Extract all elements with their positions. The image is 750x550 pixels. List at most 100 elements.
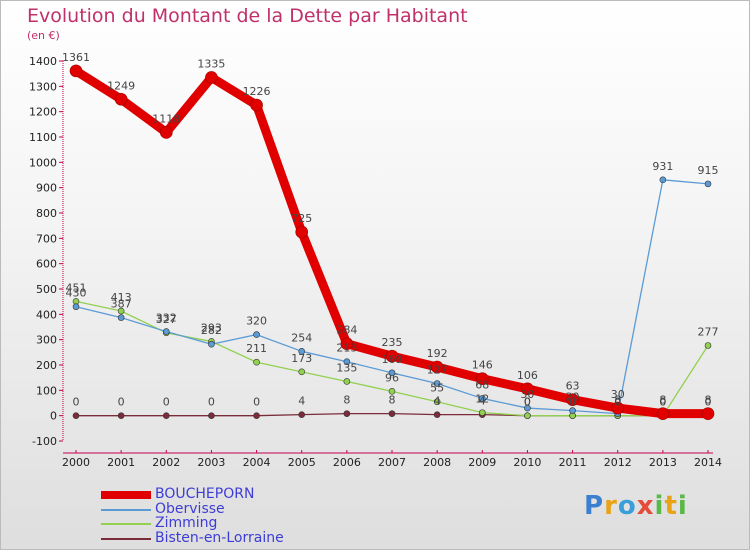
logo-letter: i bbox=[654, 491, 665, 521]
data-point bbox=[659, 176, 667, 184]
y-tick-label: 1100 bbox=[29, 131, 57, 144]
data-point bbox=[478, 409, 486, 416]
data-point bbox=[388, 388, 396, 395]
y-tick-label: 900 bbox=[36, 182, 57, 195]
data-label: 1118 bbox=[152, 112, 180, 125]
data-label: 8 bbox=[343, 394, 350, 407]
data-label: 8 bbox=[705, 394, 712, 407]
legend-swatch-bisten bbox=[101, 537, 151, 540]
y-tick-label: 400 bbox=[36, 308, 57, 321]
data-label: 30 bbox=[520, 388, 534, 401]
data-label: 192 bbox=[427, 347, 448, 360]
data-point bbox=[524, 412, 531, 419]
y-tick-label: 800 bbox=[36, 207, 57, 220]
data-point bbox=[205, 71, 218, 84]
data-point bbox=[611, 401, 625, 415]
data-label: 0 bbox=[614, 396, 621, 409]
data-label: 8 bbox=[389, 394, 396, 407]
data-point bbox=[521, 382, 534, 396]
data-label: 1335 bbox=[197, 57, 225, 70]
data-point bbox=[72, 412, 80, 419]
data-point bbox=[69, 64, 83, 78]
data-label: 12 bbox=[475, 393, 489, 406]
x-tick-label: 2006 bbox=[333, 456, 361, 469]
data-point bbox=[704, 180, 712, 188]
data-point bbox=[208, 340, 215, 348]
y-tick-label: -100 bbox=[32, 435, 57, 448]
data-label: 173 bbox=[291, 352, 312, 365]
data-point bbox=[253, 331, 260, 338]
x-tick-label: 2007 bbox=[378, 456, 406, 469]
proxiti-logo: Proxiti bbox=[584, 491, 688, 521]
data-label: 8 bbox=[659, 394, 666, 407]
data-label: 282 bbox=[201, 324, 222, 337]
data-label: 213 bbox=[336, 342, 357, 355]
data-point bbox=[524, 404, 531, 412]
data-label: 0 bbox=[705, 396, 712, 409]
data-label: 320 bbox=[246, 315, 267, 328]
data-label: 55 bbox=[430, 382, 444, 395]
x-tick-label: 2010 bbox=[513, 456, 541, 469]
data-label: 235 bbox=[382, 336, 403, 349]
data-label: 0 bbox=[118, 396, 125, 409]
x-tick-label: 2005 bbox=[288, 456, 316, 469]
data-label: 20 bbox=[566, 391, 580, 404]
data-point bbox=[253, 358, 260, 366]
data-label: 327 bbox=[156, 313, 177, 326]
data-point bbox=[388, 369, 396, 377]
y-tick-label: 100 bbox=[36, 384, 57, 397]
data-label: 387 bbox=[111, 298, 132, 311]
data-point bbox=[162, 328, 170, 335]
y-tick-label: 500 bbox=[36, 283, 57, 296]
data-label: 413 bbox=[111, 291, 132, 304]
y-tick-label: 1000 bbox=[29, 156, 57, 169]
y-tick-label: 700 bbox=[36, 232, 57, 245]
logo-letter: x bbox=[636, 491, 655, 521]
data-label: 127 bbox=[427, 363, 448, 376]
data-point bbox=[159, 126, 173, 139]
data-point bbox=[656, 407, 670, 420]
x-tick-label: 2011 bbox=[559, 456, 587, 469]
data-label: 0 bbox=[569, 396, 576, 409]
y-axis-unit: (en €) bbox=[27, 29, 60, 42]
data-label: 1249 bbox=[107, 79, 135, 92]
data-label: 931 bbox=[652, 160, 673, 173]
y-tick-label: 200 bbox=[36, 359, 57, 372]
legend-swatch-zimming bbox=[101, 523, 151, 525]
x-tick-label: 2008 bbox=[423, 456, 451, 469]
logo-letter: P bbox=[584, 491, 605, 521]
data-label: 0 bbox=[659, 396, 666, 409]
data-point bbox=[162, 412, 170, 419]
data-point bbox=[385, 349, 399, 363]
x-tick-label: 2009 bbox=[468, 456, 496, 469]
x-tick-label: 2002 bbox=[152, 456, 180, 469]
y-tick-label: 0 bbox=[50, 410, 57, 423]
data-label: 8 bbox=[614, 394, 621, 407]
data-point bbox=[701, 407, 715, 420]
data-label: 106 bbox=[517, 369, 538, 382]
data-label: 68 bbox=[475, 378, 489, 391]
data-point bbox=[475, 372, 489, 385]
data-point bbox=[433, 380, 441, 387]
data-label: 1226 bbox=[243, 85, 271, 98]
data-point bbox=[343, 358, 351, 366]
data-point bbox=[208, 412, 215, 419]
y-tick-label: 1300 bbox=[29, 80, 57, 93]
legend-swatch-obervisse bbox=[101, 508, 151, 511]
legend-label-zimming: Zimming bbox=[155, 515, 218, 531]
data-label: 0 bbox=[524, 396, 531, 409]
legend-label-obervisse: Obervisse bbox=[155, 500, 225, 517]
data-point bbox=[250, 98, 263, 112]
data-label: 0 bbox=[569, 396, 576, 409]
x-tick-label: 2003 bbox=[197, 456, 225, 469]
data-label: 135 bbox=[336, 361, 357, 374]
data-point bbox=[704, 342, 712, 349]
data-label: 254 bbox=[291, 331, 312, 344]
data-point bbox=[433, 411, 441, 418]
data-label: 0 bbox=[73, 396, 80, 409]
logo-letter: o bbox=[617, 491, 637, 521]
logo-letter: i bbox=[677, 491, 688, 521]
data-label: 63 bbox=[566, 380, 580, 393]
